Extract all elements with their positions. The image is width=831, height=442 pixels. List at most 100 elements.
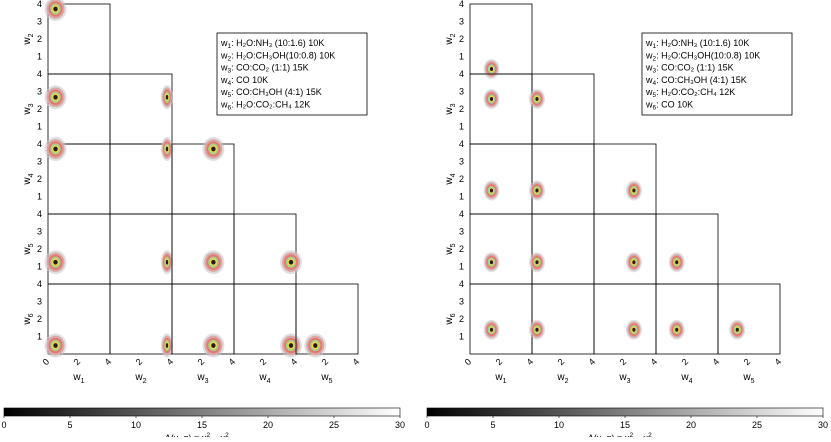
contour-w2-w4-level-6 [165, 146, 169, 152]
y-axis-label: w6 [444, 313, 457, 325]
cell-frame [531, 283, 595, 355]
y-tick-label: 4 [37, 209, 42, 219]
y-tick-label: 2 [459, 104, 464, 114]
contour-w1-w3-level-6 [53, 94, 58, 100]
legend-entry: w5: CO:CH₃OH (4:1) 15K [220, 87, 322, 99]
y-tick-label: 2 [459, 174, 464, 184]
contour-w1-w3 [44, 85, 67, 110]
contour-w1-w4-level-6 [489, 188, 494, 193]
y-tick-label: 4 [459, 139, 464, 149]
contour-w1-w5-level-6 [489, 260, 494, 265]
x-axis-label: w3 [618, 372, 630, 385]
colorbar-tick-label: 10 [131, 420, 141, 430]
contour-w4-w5-level-6 [288, 259, 294, 265]
cell-w1-w5 [469, 213, 533, 285]
cell-frame [469, 283, 533, 355]
y-tick-label: 3 [459, 87, 464, 97]
contour-w2-w3-level-6 [535, 96, 539, 101]
contour-w1-w4 [483, 180, 500, 201]
cell-w3-w5 [593, 213, 657, 285]
contour-w3-w6 [202, 333, 225, 358]
x-tick-label: 2 [134, 357, 145, 368]
x-tick-label: 2 [196, 357, 207, 368]
cell-w4-w5 [655, 213, 719, 285]
x-tick-label: 2 [258, 357, 269, 368]
cell-frame [469, 73, 533, 145]
y-tick-label: 3 [459, 227, 464, 237]
contour-w2-w6 [161, 333, 173, 358]
colorbar-tick-label: 5 [67, 420, 72, 430]
y-axis-label: w2 [444, 33, 457, 45]
colorbar-label: Δ(ν, α) = χ2 − χ2min [588, 432, 663, 437]
contour-w2-w5-level-6 [165, 259, 169, 265]
contour-w3-w4 [625, 180, 642, 201]
contour-w4-w5-level-6 [675, 260, 679, 265]
contour-w3-w6 [625, 319, 642, 340]
cell-frame [531, 213, 595, 285]
contour-w2-w6-level-6 [165, 343, 169, 348]
cell-frame [593, 143, 657, 215]
legend-entry: w1: H₂O:NH₃ (10:1.6) 10K [220, 38, 324, 50]
y-tick-label: 2 [37, 314, 42, 324]
x-axis-label: w2 [134, 372, 146, 385]
y-tick-label: 1 [459, 52, 464, 62]
colorbar-tick-label: 25 [752, 420, 762, 430]
colorbar-tick-label: 25 [329, 420, 339, 430]
y-axis-label: w4 [444, 173, 457, 185]
x-tick-label: 4 [103, 357, 114, 368]
y-tick-label: 3 [459, 297, 464, 307]
contour-w1-w2 [44, 0, 67, 21]
cell-w4-w6 [655, 283, 719, 355]
contour-w1-w5 [44, 250, 67, 275]
y-tick-label: 1 [37, 192, 42, 202]
contour-w3-w5-level-6 [211, 259, 216, 265]
contour-w3-w5 [202, 250, 225, 275]
contour-w4-w6 [280, 333, 302, 358]
x-tick-label: 4 [351, 357, 362, 368]
contour-w1-w2-level-6 [53, 6, 58, 12]
cell-w3-w6 [593, 283, 657, 355]
colorbar-tick-label: 15 [197, 420, 207, 430]
x-tick-label: 4 [525, 357, 536, 368]
contour-w3-w5 [625, 252, 642, 273]
contour-w2-w6 [529, 319, 545, 340]
colorbar-label: Δ(ν, α) = χ2 − χ2min [165, 432, 240, 437]
cell-frame [655, 213, 719, 285]
y-tick-label: 2 [459, 314, 464, 324]
colorbar-tick-label: 30 [818, 420, 828, 430]
y-tick-label: 4 [37, 0, 42, 9]
y-tick-label: 1 [459, 262, 464, 272]
cell-w1-w4 [469, 143, 533, 215]
contour-w1-w6-level-6 [489, 327, 494, 332]
cell-frame [469, 143, 533, 215]
contour-w1-w4-level-6 [53, 146, 58, 152]
cell-frame [593, 283, 657, 355]
y-tick-label: 3 [37, 297, 42, 307]
y-tick-label: 4 [459, 209, 464, 219]
y-tick-label: 3 [37, 157, 42, 167]
cell-w2-w6 [529, 283, 595, 355]
y-axis-label: w6 [22, 313, 35, 325]
legend-entry: w1: H₂O:NH₃ (10:1.6) 10K [645, 38, 749, 50]
colorbar-tick-label: 20 [263, 420, 273, 430]
x-tick-label: 2 [72, 357, 83, 368]
cell-w2-w5 [529, 213, 595, 285]
legend-entry: w2: H₂O:CH₃OH(10:0.8) 10K [645, 50, 760, 62]
cell-w2-w3 [529, 73, 595, 145]
cell-w2-w4 [109, 137, 173, 215]
x-axis-label: w3 [196, 372, 208, 385]
y-axis-label: w5 [444, 243, 457, 255]
colorbar-1: 0 5 10 15 20 25 30 Δ(ν, α) = χ2 − χ2min [1, 407, 405, 442]
cell-w2-w5 [109, 213, 173, 285]
x-axis-label: w5 [742, 372, 754, 385]
cell-frame [109, 73, 173, 145]
contour-w2-w3-level-6 [165, 94, 169, 100]
cell-frame [655, 283, 719, 355]
contour-w4-w6-level-6 [675, 327, 679, 332]
y-tick-label: 1 [459, 122, 464, 132]
y-tick-label: 3 [459, 17, 464, 27]
contour-w4-w5 [280, 250, 302, 275]
